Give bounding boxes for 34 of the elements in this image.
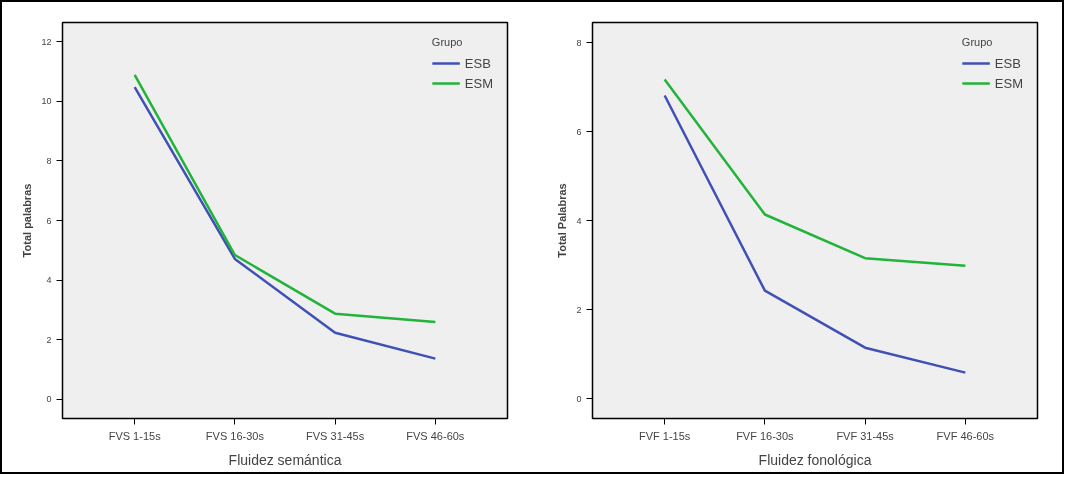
line-series bbox=[133, 73, 437, 324]
legend-title: Grupo bbox=[431, 36, 464, 48]
y-tick-label: 12 bbox=[41, 36, 52, 47]
y-tick-label: 4 bbox=[46, 275, 52, 286]
y-tick-label: 4 bbox=[576, 215, 582, 226]
y-tick-label: 10 bbox=[41, 96, 52, 107]
y-tick-label: 0 bbox=[46, 394, 52, 405]
y-tick-label: 0 bbox=[576, 393, 582, 404]
line-series bbox=[133, 85, 437, 360]
x-tick-label: FVF 31-45s bbox=[836, 429, 895, 442]
x-tick-label: FVF 46-60s bbox=[936, 429, 995, 442]
y-axis-title: Total palabras bbox=[21, 183, 34, 258]
x-tick-label: FVS 1-15s bbox=[108, 429, 162, 442]
legend-label: ESM bbox=[994, 75, 1023, 91]
x-tick-label: FVF 16-30s bbox=[736, 429, 795, 442]
y-tick-label: 2 bbox=[576, 304, 582, 315]
line-series bbox=[663, 94, 967, 374]
legend-label: ESB bbox=[994, 55, 1021, 71]
y-tick-label: 8 bbox=[46, 155, 52, 166]
x-tick-label: FVS 46-60s bbox=[406, 429, 465, 442]
legend-label: ESB bbox=[464, 55, 491, 71]
line-series bbox=[663, 78, 967, 267]
legend-label: ESM bbox=[464, 75, 493, 91]
x-tick-label: FVF 1-15s bbox=[638, 429, 691, 442]
x-tick-label: FVS 31-45s bbox=[306, 429, 365, 442]
y-tick-label: 2 bbox=[46, 334, 52, 345]
y-tick-label: 8 bbox=[576, 37, 582, 48]
text: Fluidez semántica bbox=[228, 451, 342, 468]
x-tick-label: FVS 16-30s bbox=[205, 429, 265, 442]
y-axis-title: Total Palabras bbox=[556, 183, 569, 258]
text: Fluidez fonológica bbox=[758, 451, 872, 468]
y-tick-label: 6 bbox=[46, 215, 52, 226]
legend-title: Grupo bbox=[961, 36, 994, 48]
y-tick-label: 6 bbox=[576, 126, 582, 137]
